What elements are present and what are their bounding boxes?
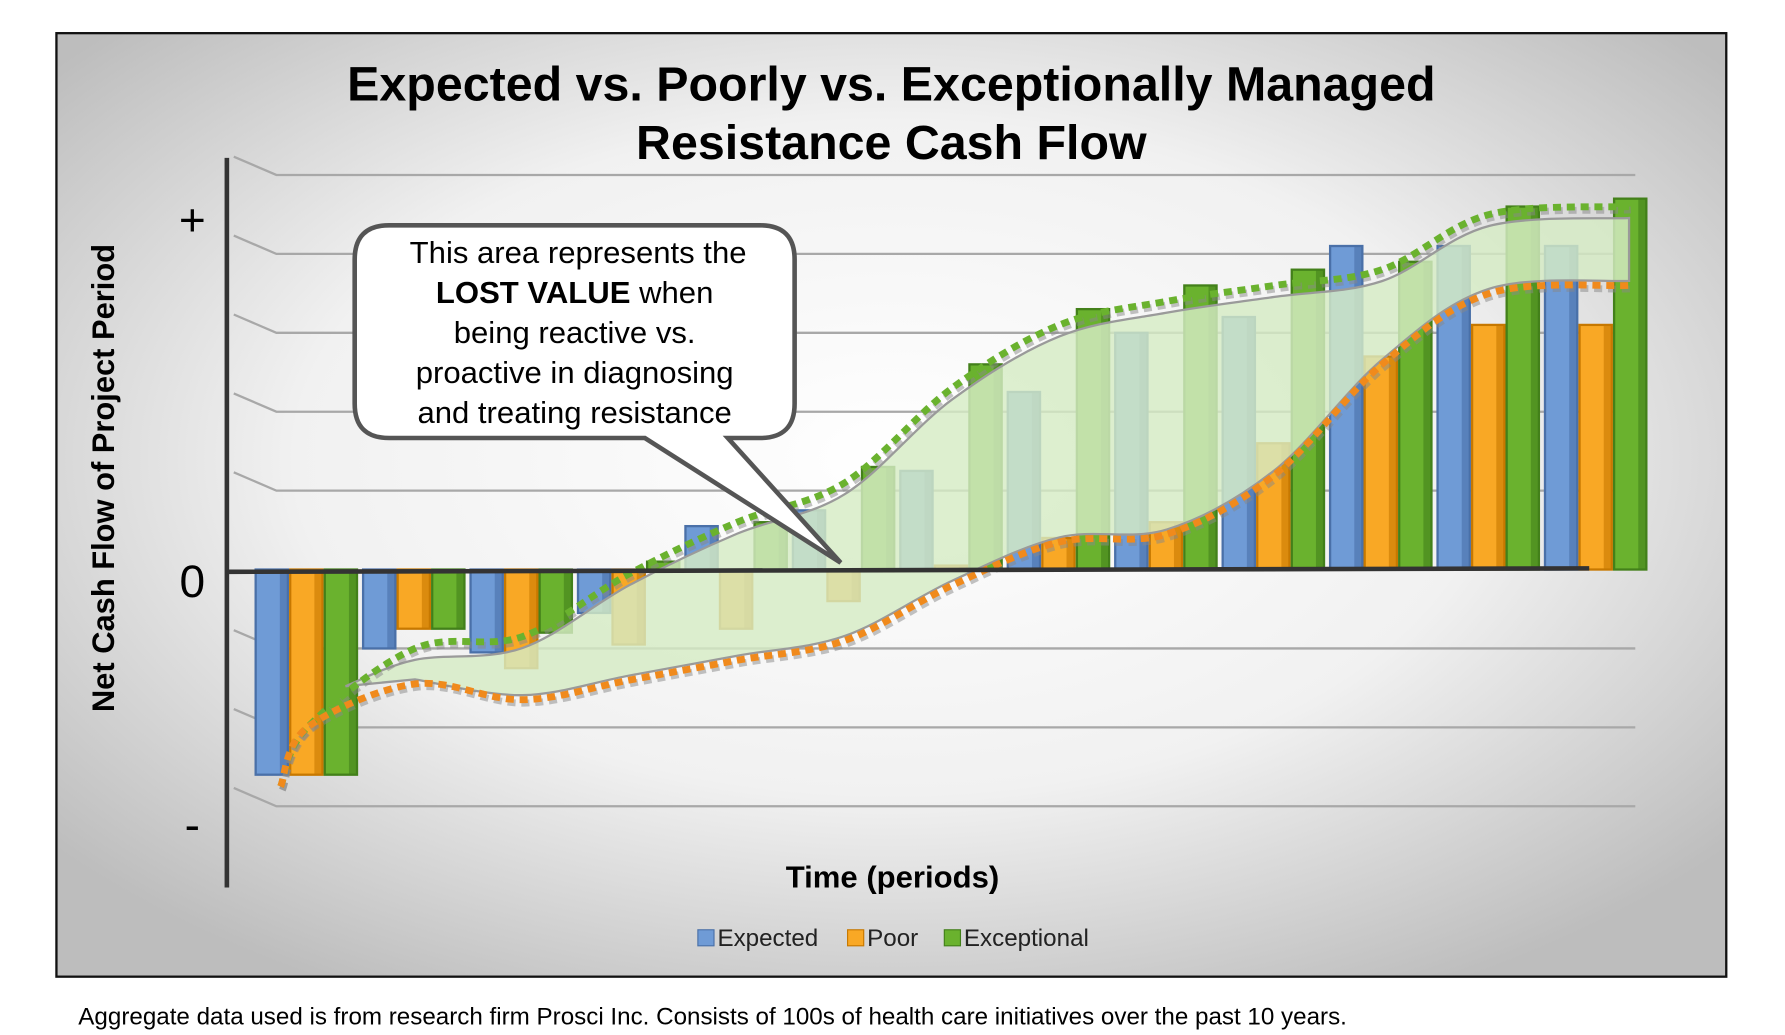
y-tick-zero: 0 (180, 555, 206, 607)
bar-side-exceptional (1530, 206, 1539, 570)
bar-side-expected (1461, 245, 1470, 570)
bar-side-expected (387, 569, 396, 649)
bar-side-expected (279, 569, 288, 775)
lost-value-band (345, 216, 1631, 697)
bar-side-exceptional (1638, 198, 1647, 570)
gridline (233, 155, 1636, 177)
y-axis-label: Net Cash Flow of Project Period (86, 244, 121, 712)
callout-bubble (352, 223, 843, 565)
callout-line-2-rest: when (630, 275, 713, 310)
legend-swatch-poor (847, 929, 865, 947)
trendline-shadow-exceptional (279, 206, 1631, 792)
bar-side-exceptional (1423, 261, 1432, 570)
bar-side-poor (1388, 356, 1397, 570)
callout-line-2: LOST VALUE when (436, 275, 713, 310)
zero-axis (226, 566, 1590, 575)
legend-label-poor: Poor (867, 925, 918, 952)
callout-line-1: This area represents the (410, 235, 747, 270)
bar-side-poor (1173, 522, 1183, 570)
bar-side-exceptional (348, 569, 357, 775)
bar-side-expected (494, 569, 503, 653)
legend-swatch-exceptional (943, 929, 962, 947)
legend-label-expected: Expected (717, 925, 818, 952)
bar-side-expected (1354, 245, 1363, 570)
bar-side-poor (314, 569, 323, 775)
trendlines (277, 203, 1631, 792)
trendline-exceptional (277, 203, 1630, 788)
footer-note: Aggregate data used is from research fir… (78, 1004, 1347, 1031)
bar-side-poor (529, 569, 538, 669)
callout-line-5: and treating resistance (417, 395, 731, 430)
legend-swatch-expected (697, 929, 715, 947)
bar-side-exceptional (456, 569, 465, 629)
y-tick-plus: + (179, 194, 206, 246)
callout-line-3: being reactive vs. (454, 315, 696, 350)
bar-side-poor (1496, 324, 1505, 570)
gridline (233, 234, 1636, 256)
bar-side-expected (1569, 245, 1578, 570)
callout-lost-value: LOST VALUE (436, 275, 631, 310)
lost-value-area (345, 216, 1631, 697)
y-tick-minus: - (185, 799, 200, 851)
legend-label-exceptional: Exceptional (964, 925, 1089, 952)
legend: Expected Poor Exceptional (697, 925, 1089, 952)
gridline (233, 786, 1636, 808)
chart-title-line-2: Resistance Cash Flow (636, 116, 1147, 170)
bar-side-poor (1281, 443, 1290, 570)
trendline-poor (277, 281, 1630, 788)
bar-side-poor (421, 569, 430, 629)
callout: This area represents the LOST VALUE when… (352, 223, 843, 565)
callout-line-4: proactive in diagnosing (416, 355, 734, 390)
bars (254, 197, 1648, 776)
x-axis-label: Time (periods) (786, 860, 1000, 895)
bar-side-exceptional (563, 569, 572, 633)
chart-title-line-1: Expected vs. Poorly vs. Exceptionally Ma… (347, 58, 1435, 112)
bar-side-poor (1603, 324, 1612, 570)
bar-side-poor (1066, 537, 1075, 570)
